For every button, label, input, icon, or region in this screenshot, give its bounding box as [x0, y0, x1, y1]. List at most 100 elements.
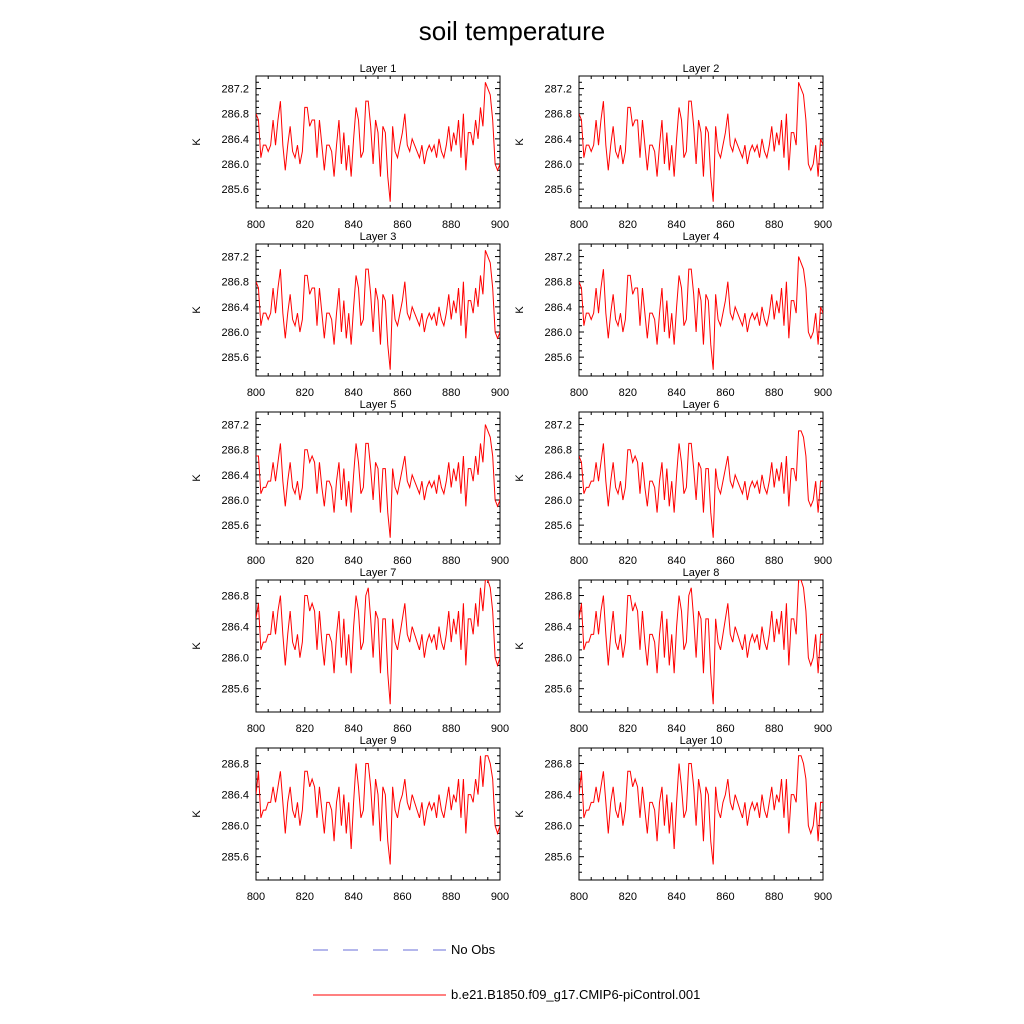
y-axis-label: K: [514, 474, 526, 482]
y-tick-label: 286.0: [544, 327, 572, 339]
panel-title: Layer 5: [360, 399, 397, 411]
y-tick-label: 287.2: [544, 252, 572, 264]
y-tick-label: 286.0: [544, 495, 572, 507]
x-tick-label: 800: [247, 219, 265, 231]
y-tick-label: 286.8: [544, 277, 572, 289]
y-tick-label: 285.6: [544, 684, 572, 696]
x-tick-label: 860: [716, 387, 734, 399]
y-tick-label: 285.6: [221, 520, 249, 532]
panel-4: Layer 4 800 820 840 860 880 900 285.6 286.0 286.4…: [514, 231, 832, 399]
panel-title: Layer 1: [360, 63, 397, 75]
y-tick-label: 286.4: [221, 470, 249, 482]
y-tick-label: 285.6: [544, 352, 572, 364]
y-tick-label: 286.8: [221, 277, 249, 289]
x-tick-label: 820: [619, 723, 637, 735]
y-tick-label: 286.0: [544, 821, 572, 833]
x-tick-label: 800: [570, 555, 588, 567]
y-tick-label: 286.0: [544, 653, 572, 665]
x-tick-label: 900: [491, 219, 509, 231]
x-tick-label: 840: [667, 891, 685, 903]
y-tick-label: 286.8: [544, 591, 572, 603]
x-tick-label: 800: [570, 219, 588, 231]
y-tick-label: 286.0: [221, 327, 249, 339]
y-axis-label: K: [514, 306, 526, 314]
y-tick-label: 285.6: [221, 684, 249, 696]
panel-title: Layer 9: [360, 735, 397, 747]
figure-title: soil temperature: [419, 16, 605, 46]
x-tick-label: 820: [296, 387, 314, 399]
y-tick-label: 287.2: [544, 84, 572, 96]
x-tick-label: 900: [814, 219, 832, 231]
y-axis-label: K: [191, 138, 203, 146]
y-tick-label: 286.8: [221, 109, 249, 121]
x-tick-label: 900: [491, 891, 509, 903]
panel-title: Layer 10: [680, 735, 723, 747]
x-tick-label: 820: [296, 891, 314, 903]
series-line: [579, 580, 823, 705]
y-tick-label: 285.6: [544, 520, 572, 532]
x-tick-label: 880: [442, 387, 460, 399]
y-tick-label: 287.2: [544, 420, 572, 432]
y-axis-label: K: [514, 642, 526, 650]
x-tick-label: 840: [667, 723, 685, 735]
y-tick-label: 286.4: [221, 790, 249, 802]
y-tick-label: 286.4: [221, 134, 249, 146]
y-tick-label: 286.8: [544, 445, 572, 457]
y-axis-label: K: [514, 138, 526, 146]
y-tick-label: 285.6: [221, 184, 249, 196]
x-tick-label: 800: [247, 891, 265, 903]
plot-frame: [578, 579, 824, 713]
x-tick-label: 900: [491, 387, 509, 399]
x-tick-label: 840: [667, 555, 685, 567]
panel-title: Layer 3: [360, 231, 397, 243]
y-axis-label: K: [191, 474, 203, 482]
panel-title: Layer 8: [683, 567, 720, 579]
x-tick-label: 900: [814, 555, 832, 567]
y-tick-label: 286.8: [544, 759, 572, 771]
x-tick-label: 820: [619, 387, 637, 399]
series-line: [256, 580, 500, 705]
x-tick-label: 880: [765, 555, 783, 567]
x-tick-label: 800: [570, 891, 588, 903]
panel-8: Layer 8 800 820 840 860 880 900 285.6 286.0 286.4…: [514, 567, 832, 735]
x-tick-label: 900: [491, 723, 509, 735]
y-tick-label: 287.2: [221, 252, 249, 264]
y-tick-label: 286.0: [221, 821, 249, 833]
x-tick-label: 840: [344, 387, 362, 399]
y-tick-label: 286.8: [544, 109, 572, 121]
panel-title: Layer 2: [683, 63, 720, 75]
legend-model-label: b.e21.B1850.f09_g17.CMIP6-piControl.001: [451, 987, 700, 1002]
x-tick-label: 880: [442, 891, 460, 903]
x-tick-label: 840: [344, 219, 362, 231]
panel-6: Layer 6 800 820 840 860 880 900 285.6 286.0 286.4…: [514, 399, 832, 567]
x-tick-label: 840: [344, 723, 362, 735]
y-tick-label: 286.8: [221, 591, 249, 603]
panel-title: Layer 6: [683, 399, 720, 411]
y-tick-label: 286.8: [221, 759, 249, 771]
panel-3: Layer 3 800 820 840 860 880 900 285.6 286.0 286.4…: [191, 231, 509, 399]
x-tick-label: 860: [716, 219, 734, 231]
y-tick-label: 287.2: [221, 84, 249, 96]
panel-5: Layer 5 800 820 840 860 880 900 285.6 286.0 286.4…: [191, 399, 509, 567]
x-tick-label: 840: [667, 219, 685, 231]
panel-7: Layer 7 800 820 840 860 880 900 285.6 286.0 286.4…: [191, 567, 509, 735]
y-tick-label: 286.4: [221, 302, 249, 314]
plot-frame: [255, 243, 501, 377]
y-tick-label: 286.4: [544, 622, 572, 634]
y-tick-label: 285.6: [544, 184, 572, 196]
x-tick-label: 900: [491, 555, 509, 567]
x-tick-label: 820: [296, 555, 314, 567]
y-tick-label: 286.4: [544, 302, 572, 314]
x-tick-label: 860: [393, 219, 411, 231]
x-tick-label: 800: [247, 723, 265, 735]
plot-frame: [578, 747, 824, 881]
plot-frame: [255, 75, 501, 209]
x-tick-label: 860: [393, 723, 411, 735]
series-line: [579, 256, 823, 370]
series-line: [579, 755, 823, 865]
panel-title: Layer 7: [360, 567, 397, 579]
y-tick-label: 286.8: [221, 445, 249, 457]
plot-frame: [255, 579, 501, 713]
x-tick-label: 840: [667, 387, 685, 399]
x-tick-label: 880: [765, 723, 783, 735]
